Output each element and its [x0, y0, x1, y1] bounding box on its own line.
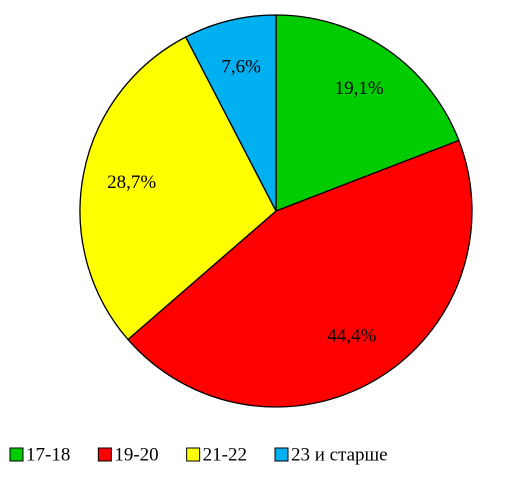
legend-swatch [186, 447, 201, 462]
legend-swatch [9, 447, 24, 462]
legend-label: 19-20 [114, 444, 158, 465]
pie-slice [275, 14, 460, 212]
data-label: 19,1% [335, 78, 384, 99]
data-label: 28,7% [107, 172, 156, 193]
pie-slice [127, 139, 473, 408]
pie-slice [79, 36, 277, 341]
legend-label: 23 и старше [291, 444, 388, 465]
pie-slice [184, 14, 277, 212]
legend-swatch [97, 447, 112, 462]
legend-label: 21-22 [203, 444, 247, 465]
data-label: 44,4% [327, 325, 376, 346]
data-label: 7,6% [221, 57, 261, 78]
legend-label: 17-18 [26, 444, 70, 465]
legend-swatch [274, 447, 289, 462]
